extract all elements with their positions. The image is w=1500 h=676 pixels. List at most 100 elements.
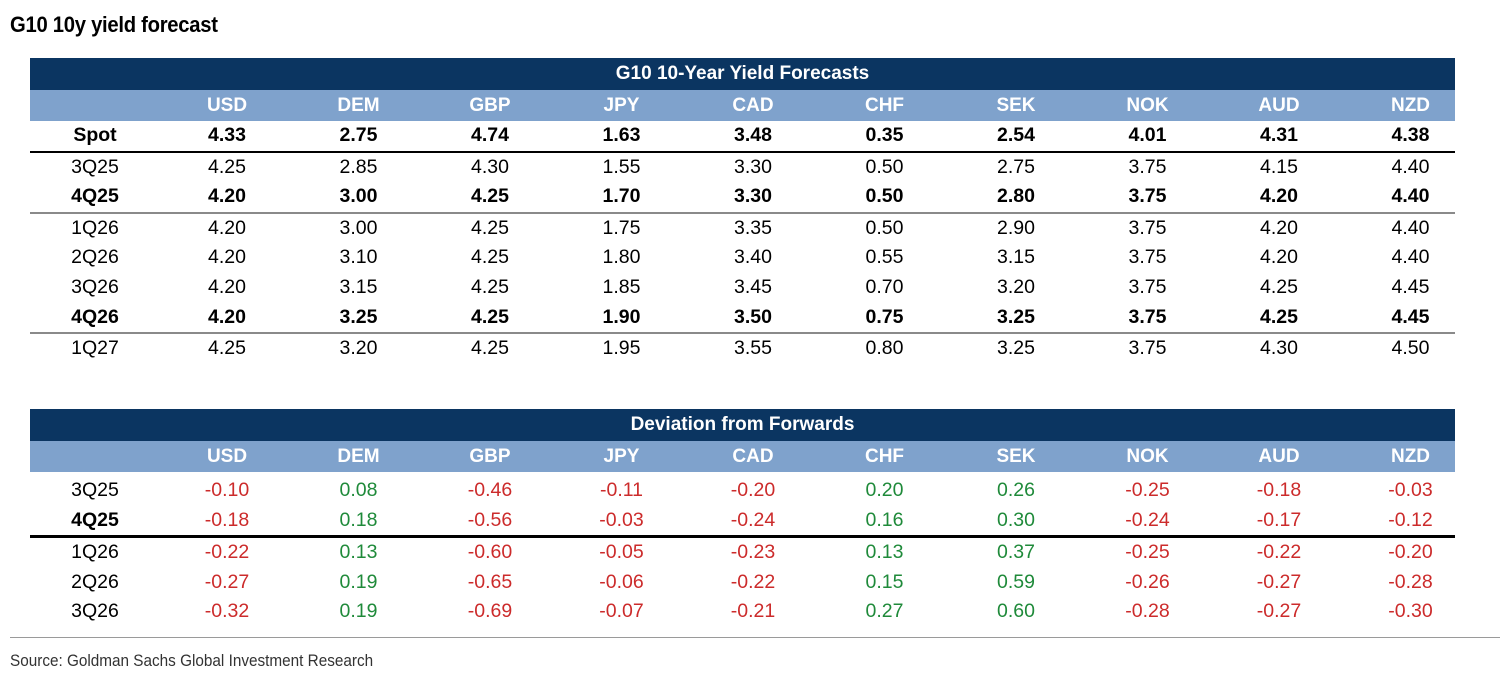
table-cell-sek: 2.90 [997,216,1035,239]
row-label: 2Q26 [71,570,119,593]
table-cell-jpy: 1.80 [602,246,641,269]
table-cell-nok: 3.75 [1128,246,1167,269]
table-cell-sek: 2.80 [997,185,1035,208]
table-cell-cad: -0.24 [730,508,776,531]
table-cell-usd: 4.20 [208,185,246,208]
row-label: Spot [73,124,117,146]
table-cell-cad: 3.30 [734,185,772,208]
table-cell-nzd: -0.20 [1388,541,1433,564]
table-cell-gbp: -0.46 [467,479,513,501]
table-cell-usd: 4.20 [208,246,246,269]
table-cell-cad: 3.45 [734,275,772,298]
table-cell-aud: 4.25 [1260,275,1298,298]
table-cell-aud: 4.30 [1260,337,1298,360]
table-cell-nzd: 4.40 [1391,185,1430,208]
table-cell-cad: 3.48 [734,124,772,146]
table-cell-dem: 0.13 [339,541,378,564]
table-cell-sek: 3.25 [997,305,1035,328]
column-header-nzd: NZD [1390,95,1431,116]
row-label: 4Q25 [71,185,119,208]
table-cell-usd: -0.18 [204,508,250,531]
table-cell-sek: 0.30 [997,508,1035,531]
table-cell-sek: 3.25 [997,337,1035,360]
column-header-cad: CAD [732,446,774,467]
table-cell-nok: 3.75 [1128,275,1167,298]
table-cell-jpy: 1.63 [602,124,641,146]
row-label: 3Q25 [71,155,119,178]
table-cell-nok: 3.75 [1128,185,1167,208]
table-cell-sek: 3.15 [997,246,1035,269]
table-row: Spot 4.33 2.75 4.74 1.63 3.48 0.35 2.54 4.01 4.31… [30,121,1455,153]
column-header-aud: AUD [1258,446,1300,467]
column-header-nok: NOK [1126,446,1169,467]
table-cell-jpy: 1.85 [602,275,641,298]
table-cell-chf: 0.15 [865,570,904,593]
table-cell-chf: 0.50 [865,216,904,239]
table-cell-dem: 3.20 [339,337,378,360]
table-cell-nzd: 4.38 [1391,124,1430,146]
table-cell-nok: -0.24 [1125,508,1170,531]
table-cell-jpy: -0.03 [599,508,644,531]
deviation-table-title-text: Deviation from Forwards [630,414,855,435]
table-cell-aud: -0.27 [1256,570,1302,593]
table-cell-chf: 0.50 [865,185,904,208]
table-cell-gbp: 4.25 [471,305,509,328]
table-cell-nzd: -0.03 [1388,479,1433,501]
table-cell-nzd: 4.40 [1391,155,1430,178]
table-row: 4Q25 4.20 3.00 4.25 1.70 3.30 0.50 2.80 3.75 4.20… [30,182,1455,214]
table-cell-gbp: 4.25 [471,275,509,298]
table-cell-dem: 0.08 [339,479,378,501]
table-cell-nok: 3.75 [1128,216,1167,239]
column-header-gbp: GBP [469,95,511,116]
table-cell-jpy: -0.11 [600,479,643,501]
table-cell-sek: 0.59 [997,570,1035,593]
table-row: 4Q25 -0.18 0.18 -0.56 -0.03 -0.24 0.16 0.30 -0.2… [30,506,1455,539]
deviation-header-row: USD DEM GBP JPY CAD CHF SEK NOK AUD NZD [30,441,1455,472]
column-header-nok: NOK [1126,95,1169,116]
deviation-table: Deviation from Forwards USD DEM GBP JPY CAD C… [30,409,1455,627]
table-cell-aud: 4.20 [1260,246,1298,269]
table-row: 3Q26 -0.32 0.19 -0.69 -0.07 -0.21 0.27 0.60 -0.2… [30,597,1455,627]
table-row: 1Q26 -0.22 0.13 -0.60 -0.05 -0.23 0.13 0.37 -0.2… [30,538,1455,568]
table-cell-usd: 4.20 [208,275,246,298]
table-cell-chf: 0.27 [865,600,904,623]
table-cell-chf: 0.75 [865,305,904,328]
table-cell-nok: -0.25 [1125,479,1170,501]
table-cell-chf: 0.16 [865,508,904,531]
table-cell-sek: 3.20 [997,275,1035,298]
table-cell-usd: -0.10 [204,479,250,501]
row-label: 2Q26 [71,246,119,269]
table-cell-dem: 2.75 [339,124,378,146]
table-cell-gbp: -0.60 [467,541,513,564]
table-cell-nok: -0.25 [1125,541,1170,564]
table-cell-sek: 2.54 [997,124,1035,146]
table-cell-nzd: -0.30 [1388,600,1433,623]
table-cell-jpy: -0.05 [599,541,644,564]
row-label: 4Q25 [71,508,119,531]
table-cell-cad: 3.50 [734,305,772,328]
table-cell-jpy: -0.07 [599,600,644,623]
table-cell-nok: 3.75 [1128,337,1167,360]
table-cell-aud: -0.17 [1256,508,1302,531]
row-label: 4Q26 [71,305,119,328]
table-cell-jpy: 1.90 [602,305,641,328]
table-cell-nzd: 4.40 [1391,246,1430,269]
column-header-sek: SEK [996,95,1036,116]
table-cell-aud: 4.20 [1260,185,1298,208]
table-cell-dem: 2.85 [339,155,378,178]
table-cell-nok: 3.75 [1128,305,1167,328]
table-cell-nok: 3.75 [1128,155,1167,178]
table-cell-chf: 0.13 [865,541,904,564]
table-row: 1Q27 4.25 3.20 4.25 1.95 3.55 0.80 3.25 3.75 4.30… [30,334,1455,364]
table-cell-nzd: -0.28 [1388,570,1433,593]
column-header-sek: SEK [996,446,1036,467]
table-cell-dem: 3.00 [339,185,378,208]
table-row: 3Q25 4.25 2.85 4.30 1.55 3.30 0.50 2.75 3.75 4.15… [30,153,1455,183]
table-cell-dem: 3.25 [339,305,378,328]
column-header-chf: CHF [864,95,905,116]
table-cell-cad: -0.20 [730,479,776,501]
table-cell-usd: 4.20 [208,305,246,328]
table-cell-nzd: -0.12 [1388,508,1433,531]
table-cell-usd: 4.25 [208,155,246,178]
table-cell-cad: -0.22 [730,570,776,593]
